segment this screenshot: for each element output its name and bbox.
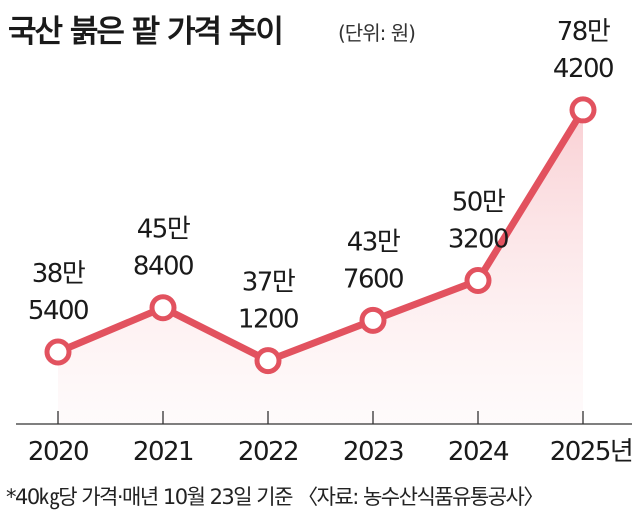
data-label: 78만 bbox=[557, 17, 610, 47]
data-point bbox=[359, 306, 387, 334]
x-tick-label: 2025년 bbox=[550, 437, 633, 467]
data-label: 45만 bbox=[137, 215, 190, 245]
data-point bbox=[464, 266, 492, 294]
data-label: 4200 bbox=[553, 54, 613, 84]
footnote: *40㎏당 가격·매년 10월 23일 기준 〈자료: 농수산식품유통공사〉 bbox=[6, 485, 544, 509]
data-point bbox=[254, 347, 282, 375]
x-tick-label: 2023 bbox=[343, 437, 403, 467]
x-tick-label: 2022 bbox=[238, 437, 298, 467]
data-label: 7600 bbox=[343, 264, 403, 294]
series-line bbox=[56, 108, 586, 365]
data-label: 5400 bbox=[28, 296, 88, 326]
unit-label: (단위: 원) bbox=[338, 21, 416, 45]
data-label: 1200 bbox=[238, 305, 298, 335]
x-tick-label: 2020 bbox=[28, 437, 88, 467]
data-label: 37만 bbox=[242, 268, 295, 298]
x-tick-label: 2021 bbox=[133, 437, 193, 467]
data-label: 50만 bbox=[452, 187, 505, 217]
data-point bbox=[44, 338, 72, 366]
data-point bbox=[569, 96, 597, 124]
x-tick-label: 2024 bbox=[448, 437, 509, 467]
chart-title: 국산 붉은 팥 가격 추이 bbox=[8, 14, 284, 50]
data-label: 8400 bbox=[133, 252, 193, 282]
area-fill bbox=[58, 109, 583, 424]
data-point bbox=[149, 294, 177, 322]
data-label: 3200 bbox=[448, 224, 508, 254]
data-label: 38만 bbox=[32, 259, 85, 289]
data-label: 43만 bbox=[347, 227, 400, 257]
